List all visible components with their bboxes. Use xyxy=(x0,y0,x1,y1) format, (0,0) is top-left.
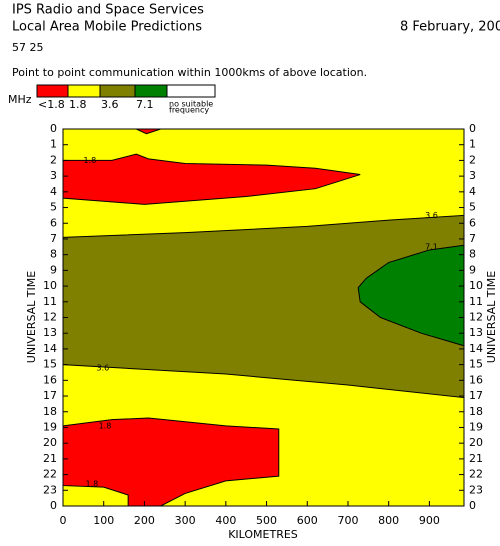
y-tick-label: 5 xyxy=(50,201,57,214)
y-tick-label: 0 xyxy=(50,499,57,512)
legend-swatch xyxy=(36,84,69,98)
legend-label: 3.6 xyxy=(101,98,119,111)
y-tick-label-right: 6 xyxy=(469,216,476,229)
y-tick-label: 3 xyxy=(50,169,57,182)
x-tick-label: 500 xyxy=(256,514,277,527)
y-tick-label: 12 xyxy=(43,311,57,324)
contour-label: 7.1 xyxy=(425,242,438,251)
title: IPS Radio and Space Services xyxy=(12,3,204,18)
y-tick-label-right: 19 xyxy=(469,420,483,433)
legend-label: frequency xyxy=(169,106,209,115)
y-tick-label-right: 7 xyxy=(469,232,476,245)
y-tick-label: 15 xyxy=(43,358,57,371)
x-tick-label: 800 xyxy=(378,514,399,527)
y-tick-label-right: 17 xyxy=(469,389,483,402)
y-tick-label: 18 xyxy=(43,405,57,418)
x-tick-label: 300 xyxy=(175,514,196,527)
y-tick-label: 0 xyxy=(50,122,57,135)
y-tick-label-right: 18 xyxy=(469,405,483,418)
y-tick-label-right: 13 xyxy=(469,326,483,339)
y-tick-label: 9 xyxy=(50,263,57,276)
y-tick-label-right: 3 xyxy=(469,169,476,182)
y-tick-label: 23 xyxy=(43,483,57,496)
y-tick-label: 7 xyxy=(50,232,57,245)
y-tick-label: 6 xyxy=(50,216,57,229)
y-tick-label-right: 9 xyxy=(469,263,476,276)
y-tick-label-right: 0 xyxy=(469,122,476,135)
subtitle: Local Area Mobile Predictions xyxy=(12,20,202,35)
legend-swatch xyxy=(166,84,216,98)
y-tick-label-right: 22 xyxy=(469,468,483,481)
y-tick-label: 13 xyxy=(43,326,57,339)
description: Point to point communication within 1000… xyxy=(12,66,367,79)
legend-unit: MHz xyxy=(8,93,32,106)
y-tick-label: 21 xyxy=(43,452,57,465)
y-tick-label-right: 15 xyxy=(469,358,483,371)
contour-label: 3.6 xyxy=(97,363,110,372)
y-tick-label-right: 23 xyxy=(469,483,483,496)
x-tick-label: 0 xyxy=(60,514,67,527)
y-tick-label: 20 xyxy=(43,436,57,449)
location: 57 25 xyxy=(12,41,44,54)
x-tick-label: 600 xyxy=(297,514,318,527)
x-axis-label: KILOMETRES xyxy=(228,528,298,541)
legend-label: 1.8 xyxy=(69,98,87,111)
contour-region xyxy=(62,153,361,205)
x-tick-label: 400 xyxy=(215,514,236,527)
legend-label: 7.1 xyxy=(136,98,154,111)
y-tick-label-right: 0 xyxy=(469,499,476,512)
x-tick-label: 700 xyxy=(337,514,358,527)
y-tick-label: 11 xyxy=(43,295,57,308)
y-tick-label-right: 2 xyxy=(469,153,476,166)
y-tick-label: 16 xyxy=(43,373,57,386)
legend-swatch xyxy=(99,84,136,98)
contour-region xyxy=(62,417,280,507)
y-axis-label-right: UNIVERSAL TIME xyxy=(485,271,498,363)
legend-label: <1.8 xyxy=(38,98,65,111)
y-tick-label-right: 11 xyxy=(469,295,483,308)
y-tick-label: 17 xyxy=(43,389,57,402)
y-tick-label-right: 21 xyxy=(469,452,483,465)
y-tick-label-right: 16 xyxy=(469,373,483,386)
contour-label: 1.8 xyxy=(99,421,112,430)
y-tick-label: 19 xyxy=(43,420,57,433)
y-tick-label: 1 xyxy=(50,138,57,151)
x-tick-label: 100 xyxy=(93,514,114,527)
y-tick-label-right: 1 xyxy=(469,138,476,151)
contour-label: 1.8 xyxy=(84,156,97,165)
contour-region xyxy=(357,244,465,347)
y-tick-label-right: 5 xyxy=(469,201,476,214)
x-tick-label: 200 xyxy=(134,514,155,527)
y-tick-label: 4 xyxy=(50,185,57,198)
y-tick-label: 14 xyxy=(43,342,57,355)
y-axis-label: UNIVERSAL TIME xyxy=(25,271,38,363)
y-tick-label: 8 xyxy=(50,248,57,261)
y-tick-label-right: 20 xyxy=(469,436,483,449)
contour-label: 1.8 xyxy=(86,480,99,489)
y-tick-label: 22 xyxy=(43,468,57,481)
legend-swatch xyxy=(134,84,168,98)
legend-label: no suitable xyxy=(169,100,213,109)
y-tick-label-right: 14 xyxy=(469,342,483,355)
y-tick-label: 2 xyxy=(50,153,57,166)
x-tick-label: 900 xyxy=(419,514,440,527)
y-tick-label-right: 10 xyxy=(469,279,483,292)
contour-label: 3.6 xyxy=(425,211,438,220)
y-tick-label-right: 12 xyxy=(469,311,483,324)
legend-swatch xyxy=(67,84,101,98)
y-tick-label: 10 xyxy=(43,279,57,292)
y-tick-label-right: 4 xyxy=(469,185,476,198)
y-tick-label-right: 8 xyxy=(469,248,476,261)
date: 8 February, 200 xyxy=(400,20,500,35)
